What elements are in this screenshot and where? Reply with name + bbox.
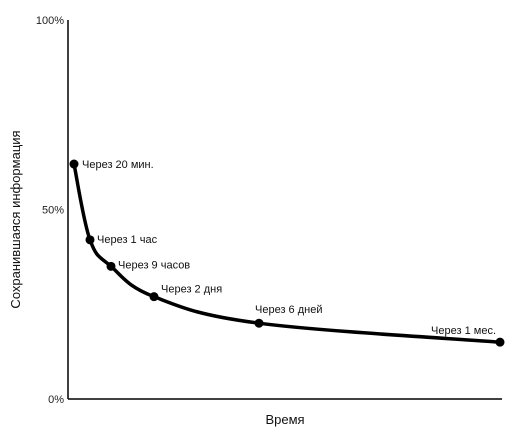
data-point-label-3: Через 2 дня [161, 284, 222, 296]
data-point-4 [254, 318, 264, 328]
data-point-3 [149, 292, 159, 302]
data-point-5 [495, 337, 505, 347]
data-point-label-2: Через 9 часов [118, 259, 190, 271]
data-point-label-5: Через 1 мес. [431, 325, 496, 337]
y-tick-label-50: 50% [42, 205, 64, 217]
data-point-label-1: Через 1 час [97, 234, 158, 246]
data-point-0 [69, 159, 79, 169]
data-points-group: Через 20 мин. Через 1 час Через 9 часов Чер… [69, 159, 505, 347]
data-point-label-4: Через 6 дней [255, 304, 322, 316]
data-point-2 [106, 261, 116, 271]
data-point-1 [85, 235, 95, 245]
y-axis-title: Сохранившаяся информация [8, 130, 23, 308]
y-tick-label-100: 100% [36, 15, 64, 27]
y-tick-label-0: 0% [48, 394, 64, 406]
data-point-label-0: Через 20 мин. [82, 159, 154, 171]
x-axis-title: Время [265, 412, 304, 427]
